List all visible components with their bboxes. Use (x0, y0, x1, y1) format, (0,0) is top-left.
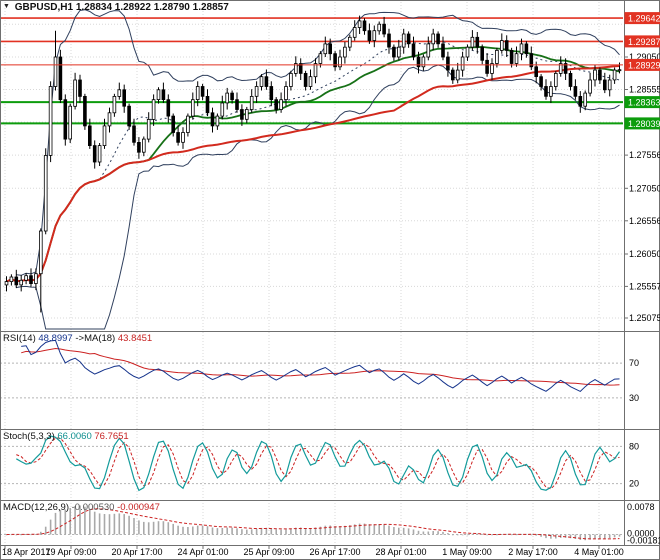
rsi-indicator-label: RSI(14) 48.8997 ->MA(18) 43.8451 (3, 333, 152, 344)
price-label-bid: 1.28929 (624, 58, 660, 71)
svg-text:1.29287: 1.29287 (628, 37, 660, 47)
chart-header: ▼ GBPUSD,H1 1.28834 1.28922 1.28790 1.28… (3, 2, 229, 13)
time-axis[interactable]: 18 Apr 2017 19 Apr 09:00 20 Apr 17:00 24 Ap… (0, 546, 660, 560)
price-label-resistance: 1.29642 (624, 12, 660, 25)
svg-text:1.28039: 1.28039 (628, 119, 660, 129)
price-label-support: 1.28363 (624, 96, 660, 109)
price-label-resistance: 1.29287 (624, 35, 660, 48)
macd-name: MACD(12,26,9) (3, 502, 69, 513)
axis-label: 0.0078 (627, 502, 655, 512)
time-axis-label: 24 Apr 01:00 (177, 547, 229, 557)
axis-label: 1.26050 (629, 249, 660, 259)
time-axis-label: 19 Apr 09:00 (45, 547, 97, 557)
time-axis-label: 28 Apr 01:00 (375, 547, 427, 557)
stoch-indicator-label: Stoch(5,3,3) 66.0060 76.7651 (3, 431, 129, 442)
time-axis-label: 1 May 09:00 (442, 547, 492, 557)
time-axis-label: 25 Apr 09:00 (243, 547, 295, 557)
ohlc-readout: 1.28834 1.28922 1.28790 1.28857 (75, 2, 229, 13)
rsi-value: 48.8997 (38, 333, 73, 344)
axis-label: 0.0000 (627, 529, 655, 539)
axis-label: 1.27556 (629, 150, 660, 160)
chart-marker-icon: ▼ (3, 3, 10, 10)
symbol-timeframe: GBPUSD,H1 (14, 2, 74, 13)
svg-text:1.28363: 1.28363 (628, 98, 660, 108)
axis-label: 30 (629, 393, 639, 403)
macd-indicator-label: MACD(12,26,9) -0.000530 -0.000947 (3, 502, 160, 513)
time-axis-label: 26 Apr 17:00 (309, 547, 361, 557)
axis-label: 1.25557 (629, 281, 660, 291)
stoch-d-value: 76.7651 (94, 431, 129, 442)
rsi-ma-value: 43.8451 (117, 333, 153, 344)
axis-label: 80 (629, 441, 639, 451)
axis-label: 1.29050 (629, 52, 660, 62)
rsi-ma-name: ->MA(18) (75, 333, 116, 344)
time-axis-label: 4 May 01:00 (574, 547, 624, 557)
svg-text:1.29642: 1.29642 (628, 14, 660, 24)
macd-signal-value: -0.000947 (117, 502, 160, 513)
axis-label: -0.001815 (627, 536, 660, 546)
axis-label: 1.26556 (629, 216, 660, 226)
time-axis-label: 2 May 17:00 (508, 547, 558, 557)
svg-text:1.28929: 1.28929 (628, 60, 660, 70)
axis-label: 1.28555 (629, 85, 660, 95)
time-axis-label: 20 Apr 17:00 (111, 547, 163, 557)
price-label-support: 1.28039 (624, 117, 660, 130)
stoch-name: Stoch(5,3,3) (3, 431, 55, 442)
axis-label: 1.27050 (629, 183, 660, 193)
axis-label: 70 (629, 358, 639, 368)
axis-label: 20 (629, 479, 639, 489)
stoch-k-value: 66.0060 (57, 431, 92, 442)
time-axis-label: 18 Apr 2017 (2, 547, 51, 557)
macd-main-value: -0.000530 (71, 502, 115, 513)
axis-label: 1.25075 (629, 313, 660, 323)
rsi-name: RSI(14) (3, 333, 36, 344)
